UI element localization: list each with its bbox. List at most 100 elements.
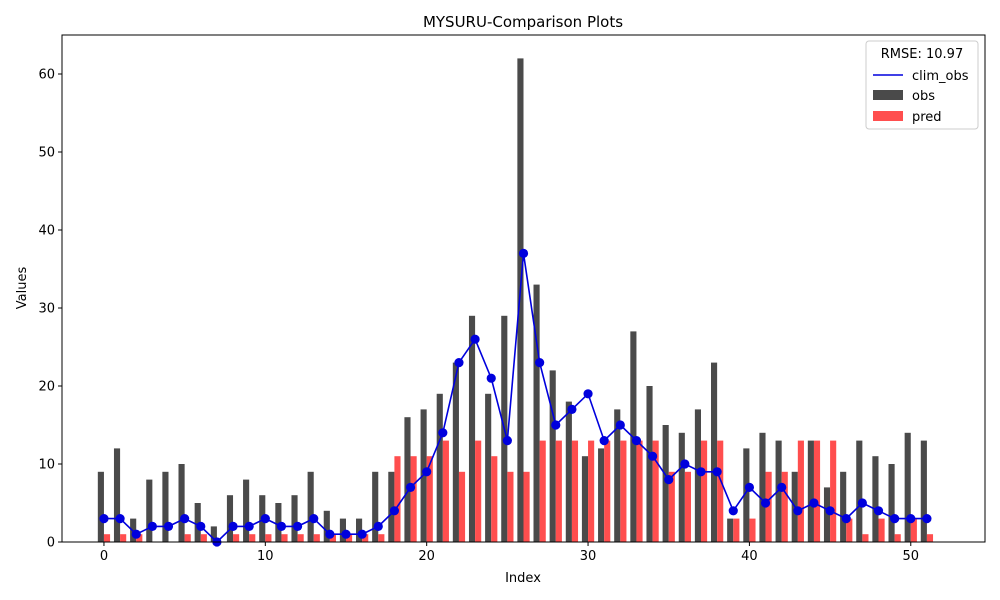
bars-layer bbox=[97, 58, 934, 543]
clim-obs-point bbox=[890, 514, 900, 524]
legend-box bbox=[865, 40, 979, 130]
obs-bar bbox=[646, 386, 653, 542]
clim-obs-point bbox=[680, 459, 690, 469]
pred-bar bbox=[491, 456, 498, 542]
obs-bar bbox=[549, 370, 556, 542]
obs-bar bbox=[97, 471, 104, 542]
clim-obs-point bbox=[873, 506, 884, 516]
pred-bar bbox=[604, 440, 611, 542]
pred-bar bbox=[507, 471, 514, 542]
clim-obs-point bbox=[147, 521, 157, 532]
x-axis-ticks: 0 10 20 30 40 50 bbox=[100, 542, 919, 564]
x-tick-label: 10 bbox=[257, 549, 274, 564]
y-axis-ticks: 0 10 20 30 40 50 60 bbox=[38, 68, 62, 551]
pred-bar bbox=[410, 456, 417, 542]
obs-bar bbox=[372, 471, 379, 542]
obs-bar bbox=[307, 471, 314, 542]
obs-bar bbox=[614, 409, 621, 542]
pred-bar bbox=[765, 471, 772, 542]
legend-label-clim-obs: clim_obs bbox=[912, 69, 969, 84]
obs-bar bbox=[759, 432, 766, 542]
clim-obs-point bbox=[276, 521, 287, 532]
pred-bar bbox=[749, 518, 756, 542]
clim-obs-point bbox=[583, 389, 593, 399]
clim-obs-point bbox=[115, 514, 125, 524]
obs-bar bbox=[662, 425, 669, 542]
y-tick-label: 60 bbox=[38, 68, 55, 83]
pred-bar bbox=[781, 471, 788, 542]
clim-obs-point bbox=[180, 514, 190, 524]
clim-obs-point bbox=[760, 498, 771, 508]
legend-title: RMSE: 10.97 bbox=[881, 47, 963, 62]
pred-bar bbox=[668, 471, 675, 542]
pred-bar bbox=[329, 534, 336, 542]
clim-obs-point bbox=[244, 521, 254, 532]
pred-bar bbox=[620, 440, 627, 542]
obs-bar bbox=[452, 362, 459, 542]
clim-obs-point bbox=[131, 529, 141, 539]
pred-bar bbox=[733, 518, 740, 542]
obs-bar bbox=[727, 518, 734, 542]
clim-obs-point bbox=[518, 248, 529, 258]
clim-obs-point bbox=[567, 404, 577, 414]
pred-bar bbox=[184, 534, 191, 542]
obs-bar bbox=[856, 440, 863, 542]
obs-bar bbox=[113, 448, 121, 542]
clim-obs-point bbox=[405, 482, 416, 492]
pred-bar bbox=[249, 534, 256, 542]
y-tick-label: 10 bbox=[38, 458, 55, 473]
x-tick-label: 30 bbox=[580, 549, 597, 564]
pred-bar bbox=[717, 440, 724, 542]
clim-obs-point bbox=[454, 358, 464, 368]
clim-obs-point bbox=[341, 529, 351, 539]
y-tick-label: 30 bbox=[38, 302, 55, 317]
pred-bar bbox=[442, 440, 449, 542]
clim-obs-point bbox=[841, 514, 851, 524]
obs-bar bbox=[291, 495, 298, 542]
y-tick-label: 50 bbox=[38, 146, 55, 161]
pred-bar bbox=[684, 471, 691, 542]
obs-bar bbox=[872, 456, 879, 542]
pred-bar bbox=[846, 518, 853, 542]
obs-bar bbox=[517, 58, 524, 543]
pred-bar bbox=[297, 534, 304, 542]
pred-bar bbox=[394, 456, 401, 542]
obs-bar bbox=[146, 479, 153, 542]
clim-obs-point bbox=[228, 521, 238, 532]
pred-bar bbox=[475, 440, 482, 542]
x-tick-label: 50 bbox=[902, 549, 919, 564]
line-layer bbox=[99, 248, 932, 547]
obs-bar bbox=[888, 464, 895, 542]
x-tick-label: 0 bbox=[100, 549, 108, 564]
obs-bar bbox=[243, 479, 250, 542]
legend: RMSE: 10.97 clim_obs obs pred bbox=[865, 40, 979, 130]
obs-bar bbox=[226, 495, 234, 542]
obs-bar bbox=[388, 471, 395, 542]
y-axis-label: Values bbox=[15, 267, 30, 310]
clim-obs-point bbox=[857, 498, 867, 508]
legend-pred-swatch bbox=[873, 111, 903, 121]
chart-title: MYSURU-Comparison Plots bbox=[423, 13, 623, 31]
x-tick-label: 40 bbox=[741, 549, 758, 564]
obs-bar bbox=[807, 440, 814, 542]
pred-bar bbox=[894, 534, 901, 542]
pred-bar bbox=[523, 471, 530, 542]
y-tick-label: 0 bbox=[47, 536, 55, 551]
obs-bar bbox=[743, 448, 750, 542]
pred-bar bbox=[136, 534, 143, 542]
obs-bar bbox=[904, 432, 911, 542]
obs-bar bbox=[404, 417, 411, 542]
pred-bar bbox=[588, 440, 595, 542]
clim-obs-point bbox=[309, 514, 319, 524]
obs-bar bbox=[339, 518, 346, 542]
legend-obs-swatch bbox=[873, 90, 903, 100]
clim-obs-point bbox=[551, 420, 561, 430]
obs-bar bbox=[194, 503, 201, 542]
clim-obs-point bbox=[615, 420, 625, 430]
x-axis-label: Index bbox=[505, 571, 541, 586]
pred-bar bbox=[281, 534, 288, 542]
clim-obs-point bbox=[99, 514, 109, 524]
clim-obs-point bbox=[906, 514, 916, 524]
obs-bar bbox=[323, 510, 330, 542]
